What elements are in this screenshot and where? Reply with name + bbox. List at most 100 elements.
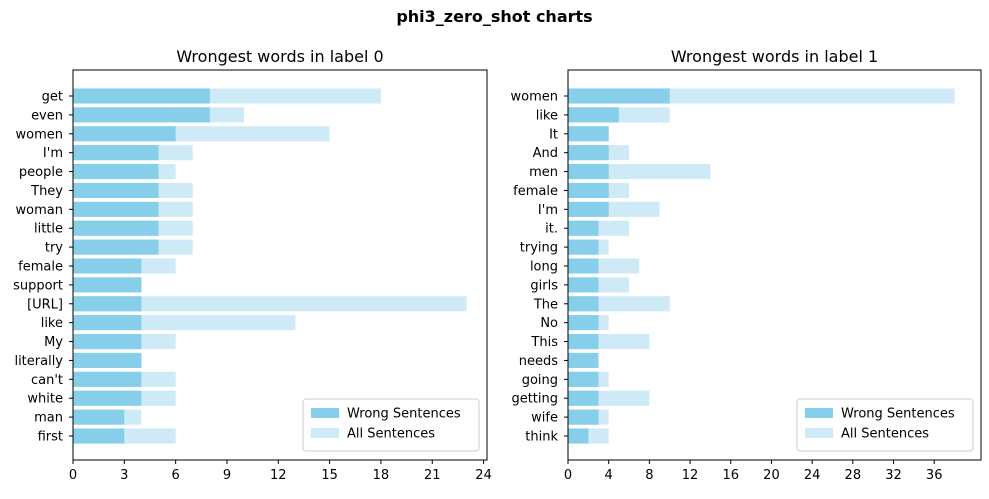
y-tick-label: [URL] bbox=[27, 297, 63, 312]
bar-wrong-sentences bbox=[568, 220, 599, 236]
bar-wrong-sentences bbox=[73, 239, 159, 255]
x-tick-label: 20 bbox=[763, 468, 780, 483]
legend-label: All Sentences bbox=[347, 427, 435, 442]
bar-wrong-sentences bbox=[568, 315, 599, 331]
bar-wrong-sentences bbox=[568, 334, 599, 350]
bar-wrong-sentences bbox=[73, 220, 159, 236]
x-tick-label: 32 bbox=[885, 468, 902, 483]
y-tick-label: like bbox=[536, 108, 558, 123]
x-tick-label: 21 bbox=[424, 468, 441, 483]
bar-wrong-sentences bbox=[73, 296, 142, 312]
legend-swatch bbox=[311, 428, 339, 438]
bar-wrong-sentences bbox=[568, 145, 609, 161]
x-tick-label: 16 bbox=[722, 468, 739, 483]
y-tick-label: white bbox=[27, 392, 63, 407]
x-tick-label: 8 bbox=[645, 468, 653, 483]
bar-wrong-sentences bbox=[73, 107, 210, 123]
y-tick-label: first bbox=[38, 430, 63, 445]
bar-wrong-sentences bbox=[568, 390, 599, 406]
bar-wrong-sentences bbox=[568, 126, 609, 142]
y-tick-label: The bbox=[533, 297, 558, 312]
bar-wrong-sentences bbox=[568, 258, 599, 274]
y-tick-label: female bbox=[18, 260, 63, 275]
bar-wrong-sentences bbox=[73, 334, 142, 350]
bar-wrong-sentences bbox=[568, 107, 619, 123]
legend-swatch bbox=[805, 428, 833, 438]
chart-panel-1: Wrongest words in label 0 get even women I'm… bbox=[13, 47, 492, 483]
bar-wrong-sentences bbox=[73, 182, 159, 198]
bar-wrong-sentences bbox=[568, 296, 599, 312]
y-tick-label: like bbox=[41, 316, 63, 331]
y-tick-label: girls bbox=[530, 278, 558, 293]
bar-all-sentences bbox=[73, 296, 467, 312]
y-tick-label: This bbox=[530, 335, 558, 350]
x-tick-label: 24 bbox=[475, 468, 492, 483]
x-tick-label: 36 bbox=[926, 468, 943, 483]
x-tick-label: 6 bbox=[172, 468, 180, 483]
x-tick-label: 0 bbox=[69, 468, 77, 483]
bar-wrong-sentences bbox=[73, 371, 142, 387]
y-tick-label: women bbox=[16, 127, 64, 142]
legend-label: Wrong Sentences bbox=[347, 407, 461, 422]
y-tick-label: They bbox=[30, 184, 63, 199]
y-tick-label: little bbox=[34, 222, 63, 237]
plot-frame bbox=[72, 69, 488, 461]
y-tick-label: can't bbox=[31, 373, 63, 388]
x-tick-label: 12 bbox=[682, 468, 699, 483]
bar-wrong-sentences bbox=[568, 409, 599, 425]
bar-wrong-sentences bbox=[568, 352, 599, 368]
legend-box bbox=[302, 398, 480, 452]
y-tick-label: try bbox=[45, 241, 63, 256]
bar-wrong-sentences bbox=[73, 315, 142, 331]
bar-wrong-sentences bbox=[73, 352, 142, 368]
y-tick-label: man bbox=[34, 411, 63, 426]
legend-label: Wrong Sentences bbox=[841, 407, 955, 422]
x-tick-label: 0 bbox=[564, 468, 572, 483]
y-tick-label: women bbox=[511, 90, 559, 105]
y-tick-label: long bbox=[530, 260, 558, 275]
x-tick-label: 12 bbox=[270, 468, 287, 483]
bar-wrong-sentences bbox=[73, 88, 210, 104]
x-tick-label: 3 bbox=[120, 468, 128, 483]
y-tick-label: men bbox=[529, 165, 558, 180]
figure-title: phi3_zero_shot charts bbox=[396, 7, 593, 26]
x-tick-label: 28 bbox=[845, 468, 862, 483]
x-tick-label: 9 bbox=[223, 468, 231, 483]
y-tick-label: people bbox=[19, 165, 63, 180]
y-tick-label: My bbox=[44, 335, 63, 350]
x-tick-label: 15 bbox=[321, 468, 338, 483]
legend: Wrong Sentences All Sentences bbox=[796, 398, 974, 452]
x-tick-label: 4 bbox=[605, 468, 613, 483]
y-tick-label: literally bbox=[14, 354, 63, 369]
bar-wrong-sentences bbox=[73, 428, 125, 444]
y-tick-label: getting bbox=[511, 392, 558, 407]
bar-wrong-sentences bbox=[73, 277, 142, 293]
y-tick-label: It bbox=[549, 127, 558, 142]
legend-label: All Sentences bbox=[841, 427, 929, 442]
y-tick-label: wife bbox=[531, 411, 558, 426]
y-tick-label: going bbox=[522, 373, 558, 388]
y-tick-label: I'm bbox=[538, 203, 558, 218]
y-tick-label: get bbox=[42, 90, 63, 105]
y-tick-label: I'm bbox=[43, 146, 63, 161]
plot-frame bbox=[567, 69, 982, 461]
y-tick-label: woman bbox=[16, 203, 63, 218]
y-tick-label: it. bbox=[545, 222, 558, 237]
bar-wrong-sentences bbox=[568, 201, 609, 217]
legend: Wrong Sentences All Sentences bbox=[302, 398, 480, 452]
bar-wrong-sentences bbox=[568, 182, 609, 198]
y-tick-label: No bbox=[540, 316, 558, 331]
bar-wrong-sentences bbox=[73, 164, 159, 180]
legend-swatch bbox=[805, 408, 833, 418]
y-tick-label: even bbox=[31, 108, 63, 123]
bar-wrong-sentences bbox=[73, 258, 142, 274]
bar-wrong-sentences bbox=[568, 428, 589, 444]
chart-title: Wrongest words in label 1 bbox=[671, 47, 878, 66]
y-tick-label: needs bbox=[519, 354, 558, 369]
bar-wrong-sentences bbox=[568, 277, 599, 293]
bar-wrong-sentences bbox=[73, 409, 125, 425]
legend-swatch bbox=[311, 408, 339, 418]
chart-title: Wrongest words in label 0 bbox=[176, 47, 383, 66]
